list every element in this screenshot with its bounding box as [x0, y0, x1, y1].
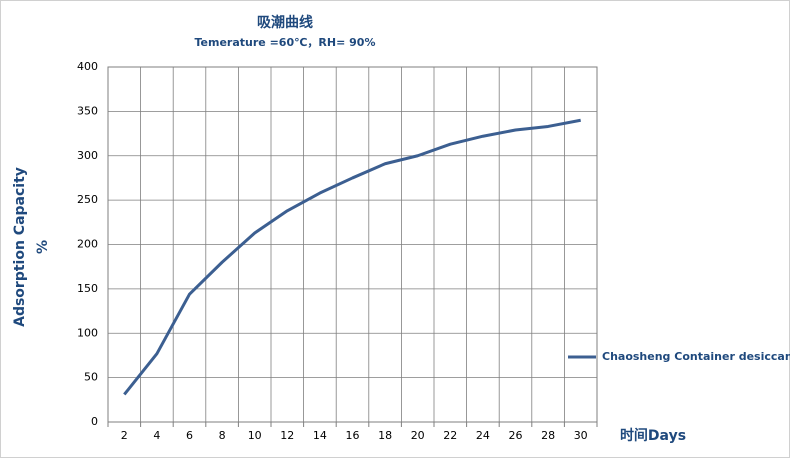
x-tick-label: 18	[378, 429, 392, 442]
legend-label: Chaosheng Container desiccant	[602, 350, 790, 363]
x-tick-label: 14	[313, 429, 327, 442]
x-tick-label: 22	[443, 429, 457, 442]
x-tick-label: 28	[541, 429, 555, 442]
y-tick-label: 250	[77, 193, 98, 206]
y-tick-label: 300	[77, 149, 98, 162]
chart-subtitle: Temerature =60℃，RH= 90%	[195, 36, 376, 49]
y-axis-label: Adsorption Capacity	[12, 167, 28, 327]
y-tick-label: 150	[77, 282, 98, 295]
chart-title: 吸潮曲线	[257, 14, 313, 31]
y-axis-label: %	[35, 240, 51, 254]
x-tick-label: 30	[574, 429, 588, 442]
y-tick-label: 400	[77, 60, 98, 73]
x-tick-label: 4	[153, 429, 160, 442]
x-tick-label: 16	[346, 429, 360, 442]
x-tick-label: 6	[186, 429, 193, 442]
x-tick-label: 12	[280, 429, 294, 442]
y-tick-label: 350	[77, 104, 98, 117]
plot-frame	[107, 66, 598, 423]
data-line	[123, 118, 581, 396]
y-tick-label: 0	[91, 415, 98, 428]
y-tick-label: 100	[77, 326, 98, 339]
y-tick-label: 200	[77, 238, 98, 251]
x-tick-label: 24	[476, 429, 490, 442]
x-tick-label: 20	[411, 429, 425, 442]
x-axis-label: 时间Days	[620, 427, 686, 444]
x-tick-label: 26	[509, 429, 523, 442]
x-tick-label: 10	[248, 429, 262, 442]
x-tick-label: 2	[121, 429, 128, 442]
y-tick-label: 50	[84, 371, 98, 384]
x-tick-label: 8	[219, 429, 226, 442]
